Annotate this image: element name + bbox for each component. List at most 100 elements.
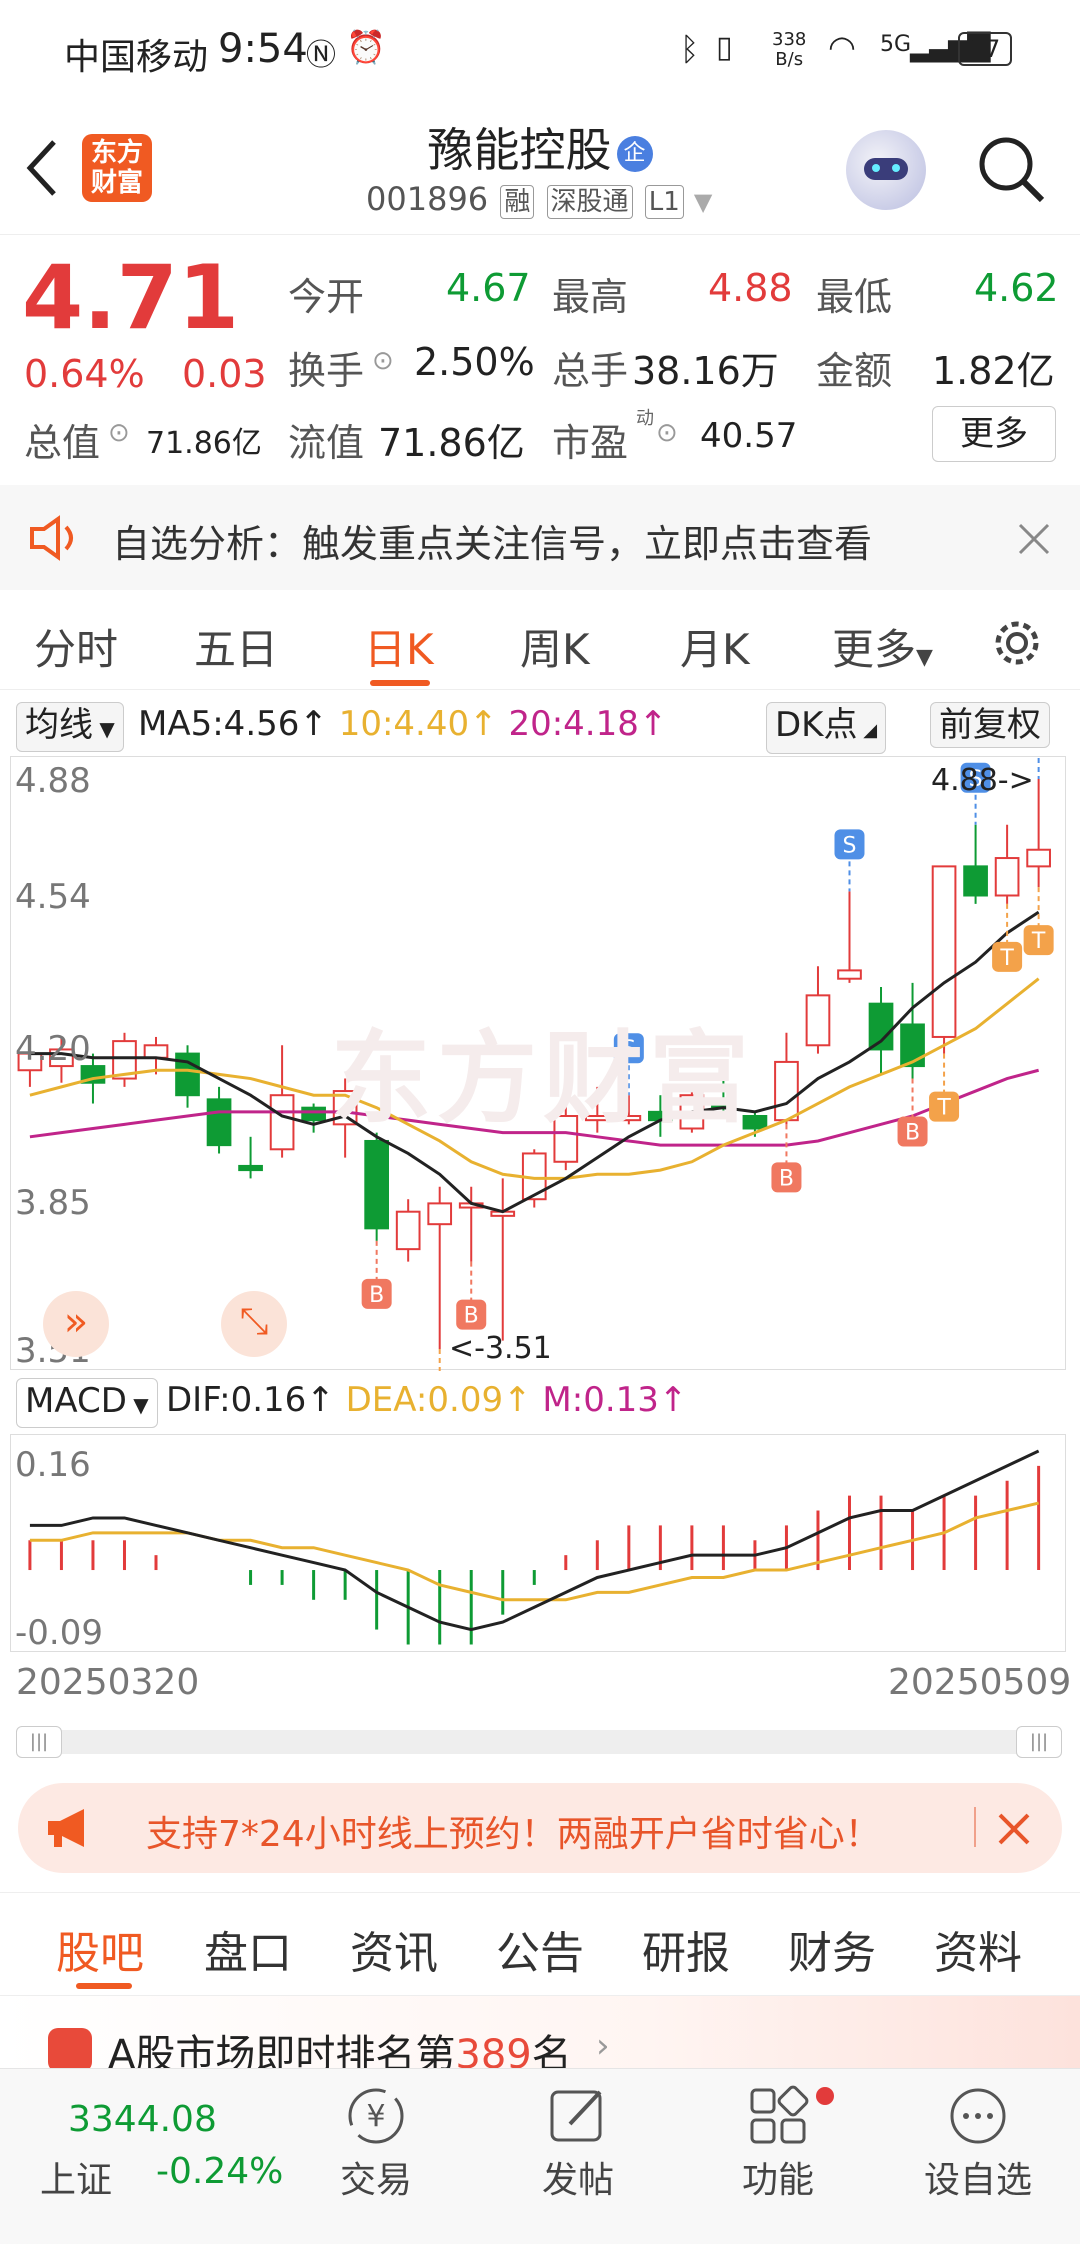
dif-line <box>29 1449 1040 1632</box>
edit-icon <box>550 2090 602 2142</box>
index-quote[interactable]: 3344.08 上证 -0.24% <box>24 2069 283 2244</box>
low-value: 4.62 <box>974 266 1059 310</box>
tab-research[interactable]: 研报 <box>642 1928 730 1979</box>
alarm-icon: ⏰ <box>346 28 386 66</box>
ma-selector[interactable]: 均线 ▼ <box>16 702 124 752</box>
ma10-value: 10:4.40↑ <box>338 704 498 744</box>
turnover-value: 2.50% <box>414 340 535 384</box>
dea-line <box>29 1501 1039 1602</box>
float-value: 71.86亿 <box>378 421 525 465</box>
stock-code-row[interactable]: 001896 融 深股通 L1 ▼ <box>366 180 712 219</box>
slider-handle-right[interactable]: ||| <box>1016 1726 1062 1758</box>
candle-body <box>143 1044 169 1059</box>
signal-marker-label: B <box>905 1121 920 1146</box>
open-value: 4.67 <box>446 266 531 310</box>
info-icon[interactable]: ⊙ <box>656 418 678 448</box>
macd-chart[interactable] <box>11 1435 1067 1653</box>
stock-name: 豫能控股 <box>427 123 612 177</box>
svg-text:¥: ¥ <box>366 2099 385 2134</box>
tab-finance[interactable]: 财务 <box>788 1928 876 1979</box>
net-speed: 338 B/s <box>772 29 807 70</box>
ma5-line <box>29 910 1040 1214</box>
dif-value: DIF:0.16↑ <box>166 1380 335 1420</box>
tab-guba[interactable]: 股吧 <box>56 1928 144 1979</box>
kline-chart-frame[interactable]: TBBSBSBTSTTS 东方财富 4.88 4.54 4.20 3.85 3.… <box>10 717 1066 1417</box>
bottom-nav: 3344.08 上证 -0.24% ¥ 交易 发帖 功能 设自选 <box>0 2068 1080 2244</box>
signal-marker-label: B <box>369 1283 384 1308</box>
tab-weekly-k[interactable]: 周K <box>520 625 590 674</box>
candle-body <box>837 969 862 980</box>
apps-icon <box>750 2085 809 2144</box>
price-axis-label: 4.54 <box>15 877 91 917</box>
signal-marker-label: S <box>622 1037 636 1062</box>
change-amount: 0.03 <box>182 352 267 396</box>
signal-marker <box>929 1091 960 1122</box>
macd-chart-frame[interactable]: 0.16 -0.09 <box>10 1434 1067 1653</box>
candle-body <box>616 1115 642 1122</box>
close-icon[interactable] <box>1016 521 1052 557</box>
dk-point-button[interactable]: DK点 ◢ <box>766 702 887 754</box>
tab-more[interactable]: 更多▼ <box>832 625 933 674</box>
info-icon[interactable]: ⊙ <box>372 346 394 376</box>
nfc-icon: Ⓝ <box>306 38 336 73</box>
tab-intraday[interactable]: 分时 <box>34 625 119 674</box>
search-icon[interactable] <box>976 134 1048 206</box>
signal-marker-label: T <box>999 946 1014 971</box>
nav-functions[interactable]: 功能 <box>708 2081 848 2203</box>
ranking-strip[interactable]: A股市场即时排名第389名 › <box>0 1996 1080 2068</box>
chart-badge-icon <box>48 2028 92 2068</box>
gear-icon[interactable] <box>990 616 1044 670</box>
high-value: 4.88 <box>708 266 793 310</box>
tab-announcements[interactable]: 公告 <box>496 1928 584 1979</box>
info-icon[interactable]: ⊙ <box>108 418 130 448</box>
promo-banner[interactable]: 支持7*24小时线上预约！两融开户省时省心！ <box>18 1783 1062 1873</box>
robot-assistant-icon[interactable] <box>846 130 926 210</box>
back-icon[interactable] <box>22 138 62 198</box>
tab-five-day[interactable]: 五日 <box>194 625 279 674</box>
signal-marker <box>834 829 865 860</box>
candle-body <box>994 857 1020 897</box>
close-icon[interactable] <box>996 1811 1032 1847</box>
dea-value: DEA:0.09↑ <box>345 1380 532 1420</box>
index-value: 3344.08 <box>68 2099 217 2140</box>
signal-marker <box>771 1162 802 1193</box>
price-axis-label: 4.88 <box>15 761 91 801</box>
tab-daily-k[interactable]: 日K <box>364 625 434 674</box>
adjust-button[interactable]: 前复权 <box>930 702 1050 748</box>
ma10-line <box>29 977 1040 1180</box>
more-button[interactable]: 更多 <box>932 406 1056 462</box>
ma-values: MA5:4.56↑ 10:4.40↑ 20:4.18↑ <box>138 704 667 744</box>
candle-body <box>742 1115 768 1130</box>
slider-handle-left[interactable]: ||| <box>16 1726 62 1758</box>
nav-add-watchlist[interactable]: 设自选 <box>908 2081 1048 2203</box>
candle-body <box>774 1060 799 1122</box>
nav-post[interactable]: 发帖 <box>508 2081 648 2203</box>
range-slider[interactable]: ||| ||| <box>16 1726 1062 1758</box>
kline-tabs: 分时 五日 日K 周K 月K 更多▼ <box>0 600 1080 690</box>
fullscreen-icon[interactable]: ⤡ <box>221 1291 287 1357</box>
amount-value: 1.82亿 <box>932 349 1055 393</box>
tab-monthly-k[interactable]: 月K <box>680 625 750 674</box>
price-axis-label: 3.85 <box>15 1183 91 1223</box>
high-marker: 4.88-> <box>931 763 1034 798</box>
tab-profile[interactable]: 资料 <box>934 1928 1022 1979</box>
volume-label: 总手 <box>552 349 629 393</box>
signal-marker <box>992 941 1023 972</box>
macd-axis-label: -0.09 <box>15 1613 103 1653</box>
nav-trade[interactable]: ¥ 交易 <box>306 2081 446 2203</box>
active-tab-indicator <box>370 680 430 686</box>
tab-pankou[interactable]: 盘口 <box>204 1928 292 1979</box>
candle-body <box>963 865 988 897</box>
macd-selector[interactable]: MACD ▼ <box>16 1378 158 1428</box>
macd-values: DIF:0.16↑ DEA:0.09↑ M:0.13↑ <box>166 1380 687 1420</box>
signal-marker <box>1023 925 1054 956</box>
low-label: 最低 <box>816 275 893 319</box>
mktcap-label: 总值 <box>24 421 101 465</box>
expand-arrows-icon[interactable]: » <box>43 1291 109 1357</box>
candle-body <box>427 1202 453 1226</box>
title-area[interactable]: 豫能控股 企 <box>0 114 1080 180</box>
pe-dynamic-sup: 动 <box>636 408 654 429</box>
tab-news[interactable]: 资讯 <box>350 1928 438 1979</box>
amount-label: 金额 <box>816 349 893 393</box>
analysis-notice[interactable]: 自选分析：触发重点关注信号，立即点击查看 <box>0 485 1080 590</box>
